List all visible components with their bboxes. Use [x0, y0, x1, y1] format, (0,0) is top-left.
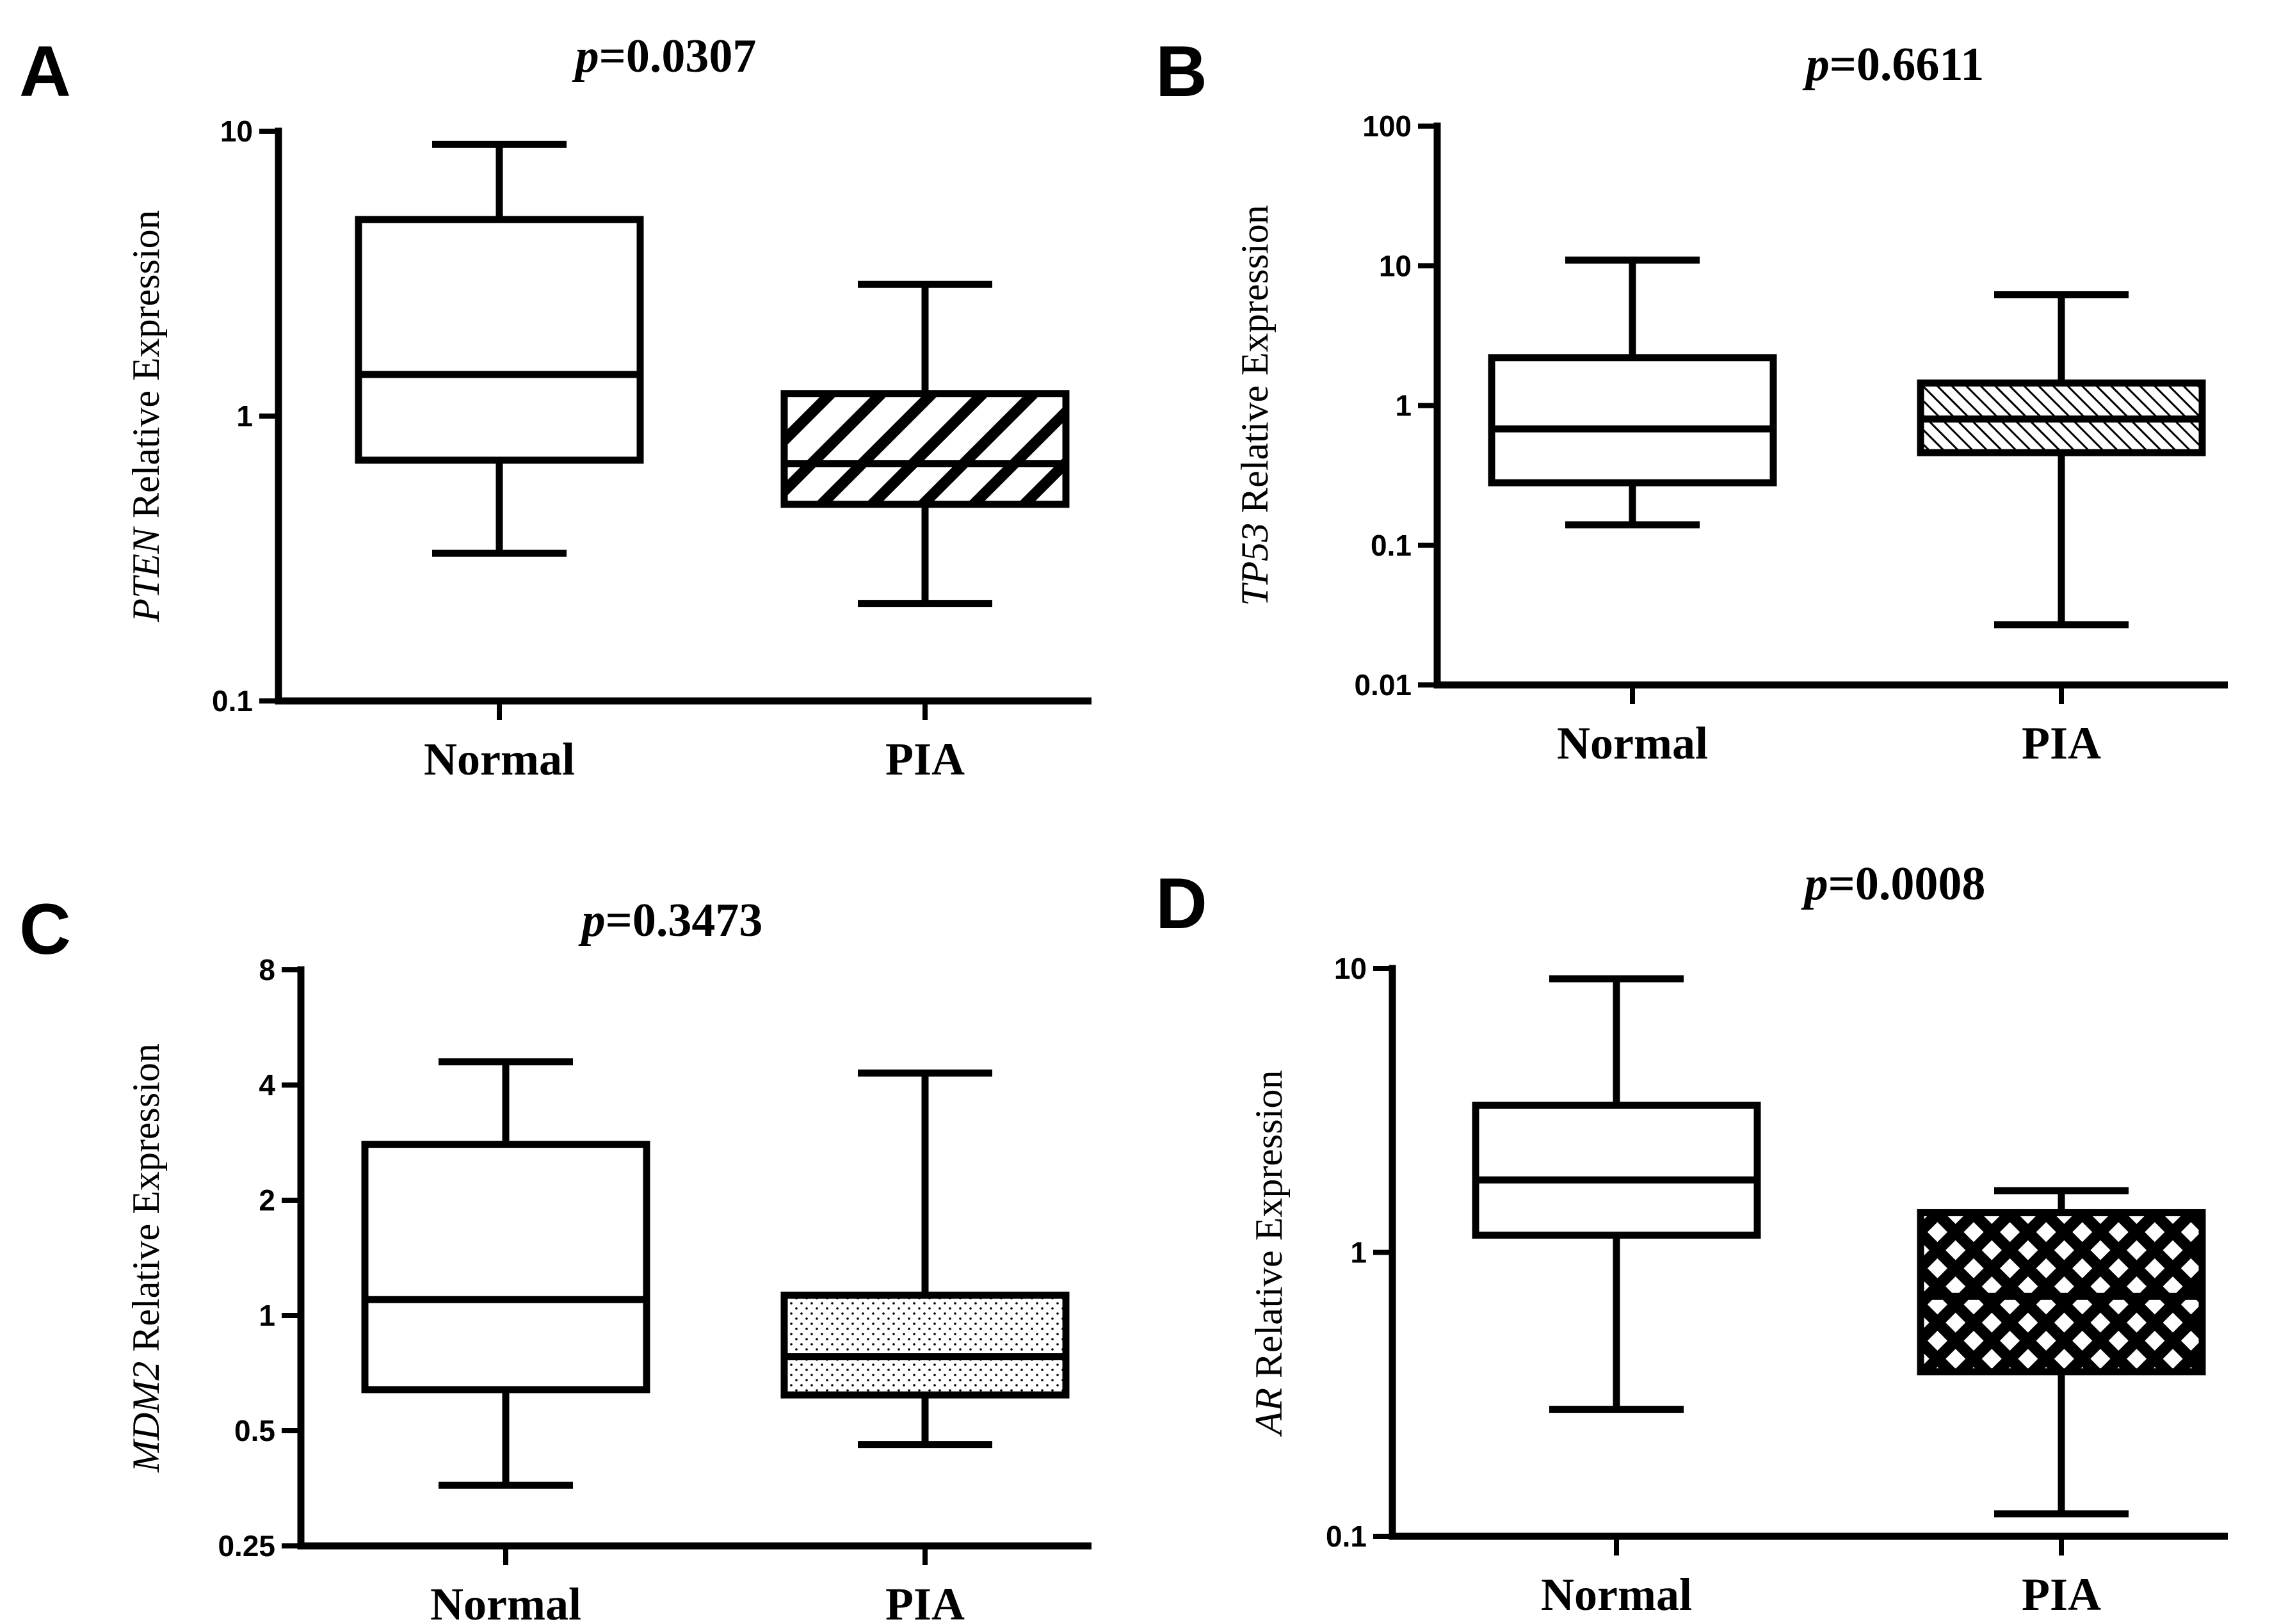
p-value-title: p=0.6611 [1802, 38, 1985, 91]
panel-letter: A [19, 31, 71, 111]
x-category-label: Normal [1557, 718, 1708, 769]
interquartile-box [355, 216, 644, 464]
box-pia [780, 1069, 1070, 1449]
box-normal [1472, 975, 1761, 1413]
y-tick-label: 1 [259, 1299, 275, 1332]
interquartile-box [1488, 354, 1777, 486]
y-tick-label: 0.25 [218, 1529, 275, 1563]
interquartile-box [1917, 1209, 2206, 1376]
y-tick-label: 100 [1362, 109, 1412, 143]
panel-letter: C [19, 889, 71, 969]
p-value-title: p=0.0008 [1801, 858, 1986, 910]
interquartile-box [780, 1291, 1070, 1399]
box-pia [1917, 1187, 2206, 1518]
box-normal [355, 140, 644, 557]
y-tick-label: 1 [236, 399, 253, 433]
x-category-label: PIA [885, 1579, 965, 1624]
y-tick-label: 0.5 [234, 1414, 275, 1447]
y-tick-label: 1 [1350, 1236, 1367, 1269]
interquartile-box [1472, 1102, 1761, 1239]
box-pia [780, 280, 1070, 607]
y-axis-label: PTEN Relative Expression [125, 210, 167, 622]
panel-letter: B [1156, 31, 1207, 111]
x-category-label: Normal [1541, 1569, 1692, 1620]
p-value-title: p=0.0307 [572, 30, 757, 83]
y-tick-label: 0.1 [212, 684, 253, 718]
interquartile-box [780, 390, 1070, 508]
y-axis-label: AR Relative Expression [1248, 1070, 1290, 1438]
box-normal [1488, 256, 1777, 529]
x-category-label: PIA [2022, 718, 2101, 769]
x-category-label: PIA [885, 734, 965, 785]
y-tick-label: 0.1 [1326, 1520, 1367, 1553]
p-value-title: p=0.3473 [578, 894, 763, 947]
y-tick-label: 10 [1334, 952, 1367, 985]
x-category-label: Normal [424, 734, 575, 785]
box-normal [361, 1058, 650, 1489]
y-axis-label: TP53 Relative Expression [1234, 205, 1276, 606]
panel-letter: D [1156, 864, 1207, 944]
y-tick-label: 4 [259, 1068, 275, 1102]
x-category-label: PIA [2022, 1569, 2101, 1620]
interquartile-box [361, 1141, 650, 1394]
y-tick-label: 8 [259, 953, 275, 986]
y-tick-label: 0.1 [1371, 529, 1412, 562]
box-pia [1917, 291, 2206, 629]
y-tick-label: 0.01 [1354, 668, 1412, 702]
y-axis-label: MDM2 Relative Expression [125, 1043, 167, 1473]
x-category-label: Normal [430, 1579, 581, 1624]
y-tick-label: 2 [259, 1184, 275, 1217]
y-tick-label: 10 [220, 115, 253, 148]
y-tick-label: 10 [1379, 249, 1412, 282]
y-tick-label: 1 [1395, 389, 1412, 422]
